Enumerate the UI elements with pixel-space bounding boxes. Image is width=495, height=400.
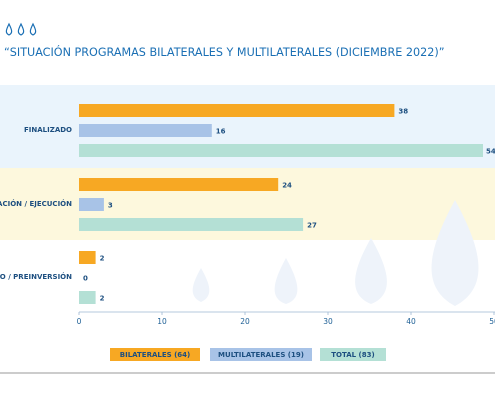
value-label: 2 bbox=[100, 295, 105, 303]
drop-decor bbox=[192, 200, 479, 306]
x-tick-label: 30 bbox=[323, 317, 333, 326]
category-label: DISEÑO / PREINVERSIÓN bbox=[0, 272, 72, 281]
value-label: 54 bbox=[486, 148, 495, 156]
value-label: 3 bbox=[108, 202, 113, 210]
bars bbox=[79, 104, 483, 304]
value-label: 16 bbox=[216, 128, 226, 136]
x-tick-label: 0 bbox=[77, 317, 82, 326]
legend-swatch bbox=[320, 348, 386, 361]
x-tick-label: 40 bbox=[406, 317, 416, 326]
value-label: 27 bbox=[307, 222, 317, 230]
bar bbox=[79, 144, 483, 157]
value-label: 0 bbox=[83, 275, 88, 283]
bar bbox=[79, 104, 395, 117]
bar bbox=[79, 178, 279, 191]
bar bbox=[79, 124, 212, 137]
drop-icons bbox=[5, 22, 37, 36]
x-tick-label: 50 bbox=[489, 317, 495, 326]
bar bbox=[79, 218, 304, 231]
bar bbox=[79, 291, 96, 304]
value-label: 38 bbox=[398, 108, 408, 116]
value-label: 2 bbox=[100, 255, 105, 263]
legend-label: TOTAL (83) bbox=[331, 351, 374, 359]
bar bbox=[79, 251, 96, 264]
category-label: IMPLEMENTACIÓN / EJECUCIÓN bbox=[0, 199, 72, 208]
x-tick-label: 20 bbox=[240, 317, 250, 326]
legend-label: MULTILATERALES (19) bbox=[218, 351, 304, 359]
legend-swatch bbox=[110, 348, 200, 361]
legend-label: BILATERALES (64) bbox=[120, 351, 191, 359]
chart-title: “SITUACIÓN PROGRAMAS BILATERALES Y MULTI… bbox=[4, 46, 445, 59]
x-tick-label: 10 bbox=[157, 317, 167, 326]
category-label: FINALIZADO bbox=[24, 126, 72, 134]
legend-swatch bbox=[210, 348, 312, 361]
value-label: 24 bbox=[282, 182, 292, 190]
bar bbox=[79, 198, 104, 211]
